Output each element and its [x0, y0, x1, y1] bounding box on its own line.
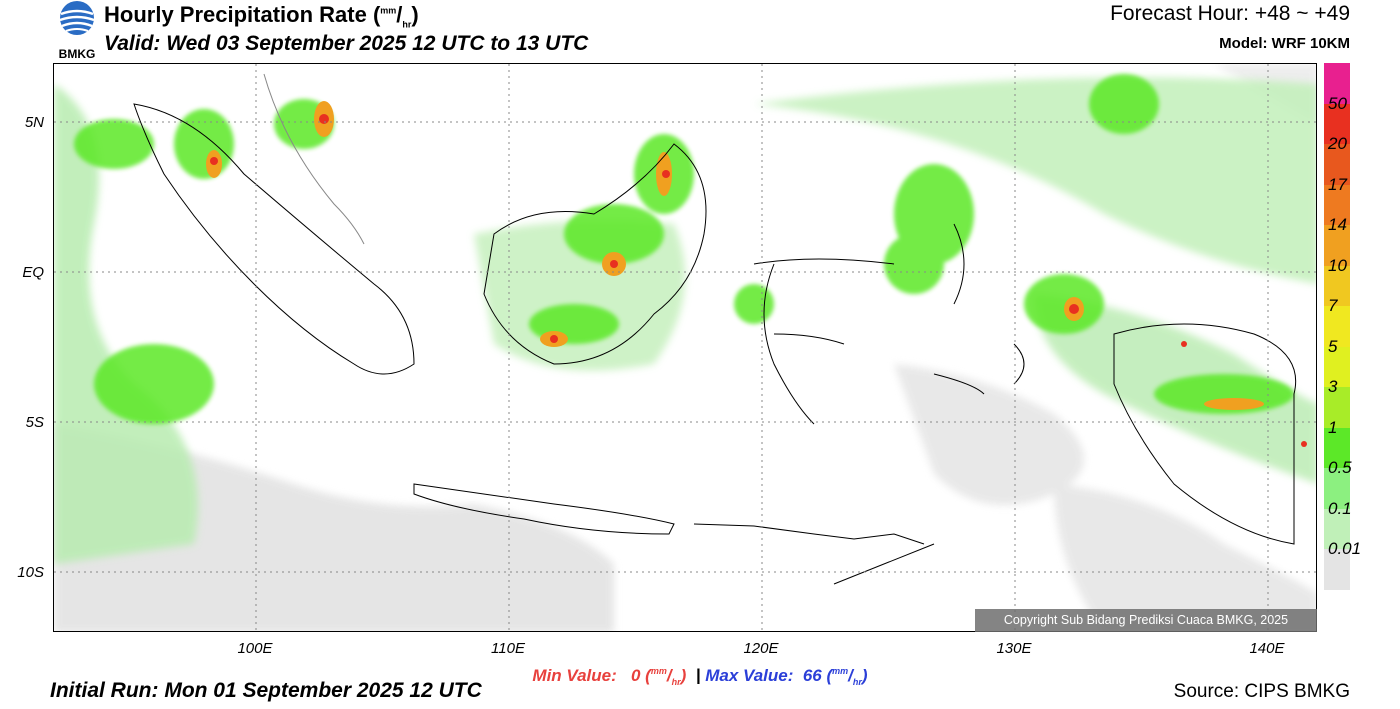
- colorbar-segment: [1324, 427, 1350, 469]
- lon-label-100e: 100E: [237, 640, 273, 657]
- source-label: Source: CIPS BMKG: [1173, 681, 1350, 702]
- bmkg-logo: BMKG: [59, 1, 96, 60]
- colorbar-segment: [1324, 144, 1350, 186]
- title-unit-bottom: hr: [402, 19, 412, 30]
- map-title: Hourly Precipitation Rate (mm/hr): [104, 2, 419, 30]
- coastlines: [133, 73, 1297, 585]
- model-name: Model: WRF 10KM: [1219, 35, 1350, 52]
- colorbar-label: 10: [1328, 255, 1347, 275]
- colorbar-label: 5: [1328, 336, 1338, 356]
- colorbar-segment: [1324, 387, 1350, 429]
- colorbar-label: 0.1: [1328, 498, 1352, 518]
- logo-text: BMKG: [59, 47, 96, 60]
- colorbar-label: 20: [1328, 134, 1347, 154]
- graticule: [54, 64, 1316, 631]
- colorbar-label: 1: [1328, 417, 1338, 437]
- colorbar-segment: [1324, 225, 1350, 267]
- colorbar-segment: [1324, 63, 1350, 105]
- colorbar-label: 3: [1328, 377, 1338, 397]
- copyright-notice: Copyright Sub Bidang Prediksi Cuaca BMKG…: [975, 609, 1317, 632]
- colorbar-label: 50: [1328, 93, 1347, 113]
- colorbar-label: 0.01: [1328, 539, 1362, 559]
- colorbar-segment: [1324, 103, 1350, 145]
- min-max-stats: Min Value: 0 (mm/hr) | Max Value: 66 (mm…: [532, 665, 868, 688]
- initial-run: Initial Run: Mon 01 September 2025 12 UT…: [50, 679, 482, 702]
- colorbar-segment: [1324, 265, 1350, 307]
- colorbar-segment: [1324, 468, 1350, 510]
- colorbar-segment: [1324, 184, 1350, 226]
- intense-rain-cores: [210, 114, 1307, 447]
- map-canvas: [54, 64, 1316, 631]
- colorbar-segment: [1324, 306, 1350, 348]
- lon-label-130e: 130E: [996, 640, 1032, 657]
- lat-label-10s: 10S: [17, 564, 44, 581]
- colorbar-segment: [1324, 549, 1350, 591]
- min-value-label: Min Value: 0 (mm/hr): [532, 665, 687, 688]
- colorbar-label: 14: [1328, 215, 1347, 235]
- title-unit-top: mm: [380, 5, 397, 16]
- colorbar-label: 0.5: [1328, 458, 1352, 478]
- precipitation-map: [53, 63, 1317, 632]
- lat-label-5n: 5N: [24, 114, 44, 131]
- lon-label-110e: 110E: [491, 640, 525, 657]
- valid-time: Valid: Wed 03 September 2025 12 UTC to 1…: [104, 32, 589, 55]
- colorbar-label: 17: [1328, 174, 1347, 194]
- forecast-hour: Forecast Hour: +48 ~ +49: [1110, 2, 1350, 25]
- colorbar-segment: [1324, 508, 1350, 550]
- lon-label-140e: 140E: [1249, 640, 1285, 657]
- colorbar-segment: [1324, 346, 1350, 388]
- colorbar: [1324, 63, 1350, 591]
- lat-label-5s: 5S: [25, 414, 44, 431]
- lon-label-120e: 120E: [743, 640, 779, 657]
- colorbar-label: 7: [1328, 296, 1338, 316]
- lat-label-eq: EQ: [22, 264, 44, 281]
- max-value-label: Max Value: 66 (mm/hr): [705, 665, 868, 688]
